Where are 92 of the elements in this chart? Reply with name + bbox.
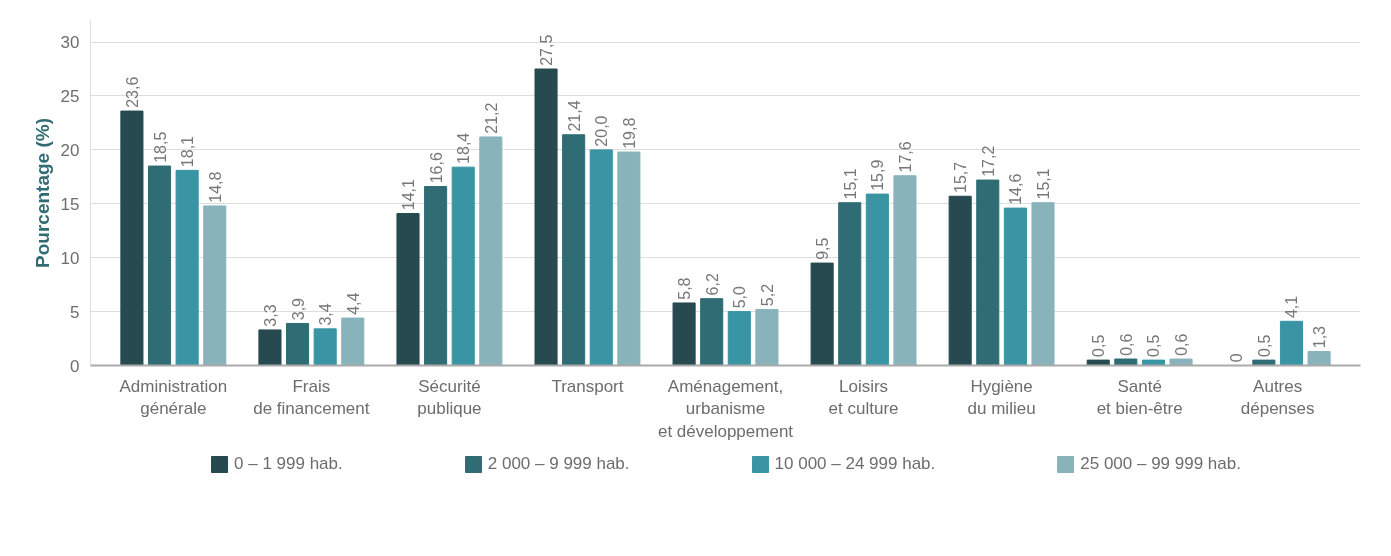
bar	[258, 329, 282, 366]
y-tick-label: 0	[70, 356, 80, 376]
bar	[534, 68, 558, 366]
data-label: 15,7	[952, 161, 970, 193]
bar	[1169, 358, 1193, 366]
data-label: 27,5	[538, 34, 556, 66]
bar	[451, 166, 475, 366]
data-label: 15,1	[1035, 168, 1052, 200]
data-label: 18,1	[179, 135, 197, 168]
bar	[589, 149, 613, 366]
data-label: 4,4	[344, 292, 362, 315]
x-tick-label: Santé et bien-être	[1096, 376, 1183, 419]
data-label: 5,2	[758, 283, 776, 307]
data-label: 17,6	[896, 141, 914, 173]
bar	[120, 110, 144, 366]
data-label: 16,6	[427, 152, 445, 184]
data-label: 14,1	[400, 179, 417, 211]
data-label: 4,1	[1283, 295, 1301, 319]
x-tick-label: Loisirs et culture	[828, 376, 899, 419]
data-label: 14,6	[1007, 173, 1025, 205]
bar	[1086, 359, 1110, 366]
data-label: 3,9	[289, 297, 307, 321]
data-label: 17,2	[979, 145, 997, 177]
y-tick-label: 10	[60, 248, 80, 268]
bar	[838, 202, 862, 366]
bar	[479, 136, 503, 366]
bar	[865, 193, 889, 366]
data-label: 3,3	[261, 304, 279, 327]
legend-label: 25 000 – 99 999 hab.	[1080, 454, 1241, 474]
data-label: 6,2	[703, 273, 721, 296]
bar	[203, 205, 227, 366]
x-tick-label: Aménagement, urbanisme et développement	[657, 376, 794, 442]
bar	[286, 322, 310, 366]
y-axis-title: Pourcentage (%)	[31, 118, 53, 268]
data-label: 20,0	[593, 115, 611, 147]
bar	[396, 212, 420, 366]
data-label: 5,0	[731, 286, 749, 309]
bar	[672, 302, 696, 366]
data-label: 15,1	[841, 168, 859, 200]
y-tick-label: 30	[60, 33, 80, 53]
data-label: 0	[1228, 353, 1246, 363]
data-label: 21,4	[565, 100, 583, 132]
bar	[1307, 350, 1331, 366]
data-label: 0,5	[1255, 334, 1273, 357]
data-label: 18,4	[455, 132, 473, 164]
bar	[424, 186, 448, 366]
data-label: 0,6	[1117, 333, 1135, 356]
x-tick-label: Transport	[551, 376, 624, 396]
x-tick-label: Sécurité publique	[417, 376, 482, 419]
bar	[1252, 359, 1276, 366]
bar	[1279, 320, 1304, 366]
x-tick-label: Autres dépenses	[1240, 376, 1315, 419]
x-tick-label: Administration générale	[119, 376, 228, 419]
bar	[617, 151, 641, 366]
data-label: 1,3	[1311, 325, 1329, 349]
bar	[1031, 202, 1055, 366]
bar	[727, 311, 751, 366]
data-label: 21,2	[482, 102, 500, 134]
bar	[341, 317, 365, 366]
bar	[313, 328, 337, 366]
y-tick-label: 15	[60, 194, 80, 214]
data-label: 3,4	[317, 303, 335, 326]
bar	[810, 262, 834, 366]
bar	[976, 179, 1000, 366]
data-label: 0,6	[1173, 333, 1191, 356]
bar	[755, 308, 779, 366]
bar	[700, 298, 724, 366]
data-label: 9,5	[814, 237, 832, 260]
legend-label: 2 000 – 9 999 hab.	[487, 454, 630, 474]
bar	[175, 169, 199, 366]
bar	[562, 134, 586, 366]
legend-label: 10 000 – 24 999 hab.	[774, 454, 936, 474]
x-tick-label: Frais de financement	[253, 376, 370, 419]
data-label: 0,5	[1145, 334, 1163, 357]
bar	[147, 165, 172, 366]
data-label: 18,5	[151, 131, 169, 163]
bar	[1114, 358, 1138, 366]
y-tick-label: 25	[60, 86, 80, 106]
bar	[1141, 359, 1165, 366]
y-tick-label: 5	[70, 302, 80, 322]
data-label: 23,6	[123, 76, 141, 108]
bar	[1003, 207, 1027, 366]
y-tick-label: 20	[60, 140, 80, 160]
bar	[948, 195, 972, 366]
data-label: 19,8	[620, 117, 638, 149]
data-label: 5,8	[676, 277, 694, 300]
x-tick-label: Hygiène du milieu	[967, 376, 1036, 419]
data-label: 14,8	[206, 171, 224, 203]
data-label: 0,5	[1090, 334, 1108, 357]
legend-label: 0 – 1 999 hab.	[234, 454, 343, 474]
bar	[893, 175, 917, 366]
data-label: 15,9	[869, 159, 887, 191]
